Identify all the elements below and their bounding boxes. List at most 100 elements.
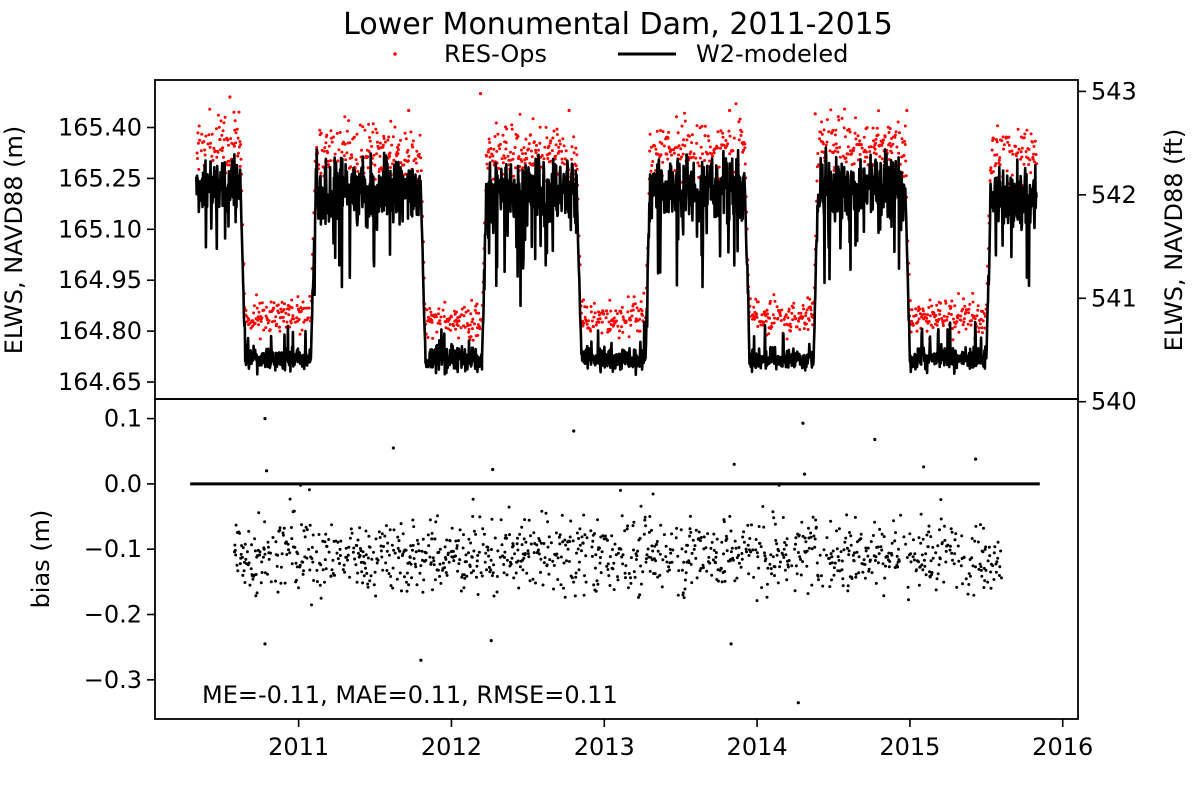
bias-point [974,524,978,528]
res-ops-point [842,126,846,130]
bias-point [384,561,388,565]
res-ops-point [281,315,285,319]
res-ops-point [570,157,574,161]
bias-point [644,524,648,528]
res-ops-point [825,118,829,122]
bias-point [697,530,701,534]
bias-point [887,565,891,569]
res-ops-point [196,141,200,145]
res-ops-point [806,328,810,331]
res-ops-point [327,163,330,167]
bias-point [567,560,571,563]
res-ops-point [869,145,873,149]
top-left-y-tick-label: 165.10 [58,215,142,243]
res-ops-point [883,135,887,139]
res-ops-point [945,318,949,322]
res-ops-point [719,146,722,150]
bias-point [863,576,867,580]
bias-point [790,564,794,568]
bias-point [843,540,847,544]
res-ops-point [890,137,893,140]
bias-point [552,587,555,591]
res-ops-point [608,298,612,302]
res-ops-point [570,145,574,149]
res-ops-point [431,336,435,340]
res-ops-point [770,325,774,329]
res-ops-point [198,138,202,142]
bias-point [799,557,802,561]
bias-point [909,552,913,556]
bias-point [877,552,881,556]
bias-point [299,483,303,487]
res-ops-point [819,130,823,134]
bias-point [749,550,753,554]
res-ops-point [779,319,783,323]
bias-point [692,547,696,551]
bias-point [422,578,426,582]
res-ops-point [997,158,1001,162]
bias-point [572,580,576,584]
bias-point [323,558,327,562]
bias-point [549,541,553,545]
bias-point [253,549,257,553]
bias-point [694,556,698,560]
bias-point [729,529,733,533]
res-ops-point [306,316,310,320]
bias-point [446,551,450,555]
bias-point [577,537,581,540]
res-ops-point [342,154,346,158]
res-ops-point [918,307,922,311]
bias-point [702,535,706,539]
res-ops-point [1007,143,1011,147]
res-ops-point [361,125,365,129]
res-ops-point [388,154,392,158]
bias-point [526,549,530,553]
res-ops-point [962,317,966,321]
bias-point [576,547,580,551]
bias-point [974,565,977,569]
bias-point [809,535,813,539]
bias-point [472,549,476,553]
bias-point [632,520,636,524]
bias-point [240,555,244,559]
bias-point [354,563,358,567]
res-ops-point [698,156,702,160]
bias-point [495,590,499,594]
bias-point [424,551,428,555]
bias-point [285,553,289,556]
bias-point [635,554,639,558]
bias-point [849,534,853,538]
bias-point [740,557,744,561]
res-ops-point [621,330,625,334]
bias-point [542,561,546,565]
res-ops-point [619,311,623,315]
bias-point [682,596,686,600]
res-ops-point [597,310,600,314]
bias-point [961,582,964,586]
bias-point [881,562,885,566]
bias-series [233,417,1003,705]
bias-point [577,560,581,564]
x-axis-ticks: 2011 2012 2013 2014 2015 2016 [268,719,1093,761]
res-ops-point [430,320,434,324]
bias-point [295,565,299,569]
res-ops-point [798,328,802,331]
bias-point [775,553,779,557]
bias-point [283,581,287,585]
bias-point [379,544,383,548]
bias-point [243,581,247,584]
bias-point [407,583,411,587]
res-ops-point [1007,135,1011,139]
bias-point [590,545,594,549]
bias-point [319,596,323,600]
res-ops-point [659,153,663,157]
bias-point [667,565,671,569]
bias-point [772,516,776,520]
bias-point [757,566,761,570]
res-ops-point [876,133,880,137]
bias-point [938,528,941,532]
bias-point [612,561,616,565]
bias-point [324,532,328,536]
bias-point [868,558,872,562]
top-left-y-tick-label: 165.25 [58,164,142,192]
